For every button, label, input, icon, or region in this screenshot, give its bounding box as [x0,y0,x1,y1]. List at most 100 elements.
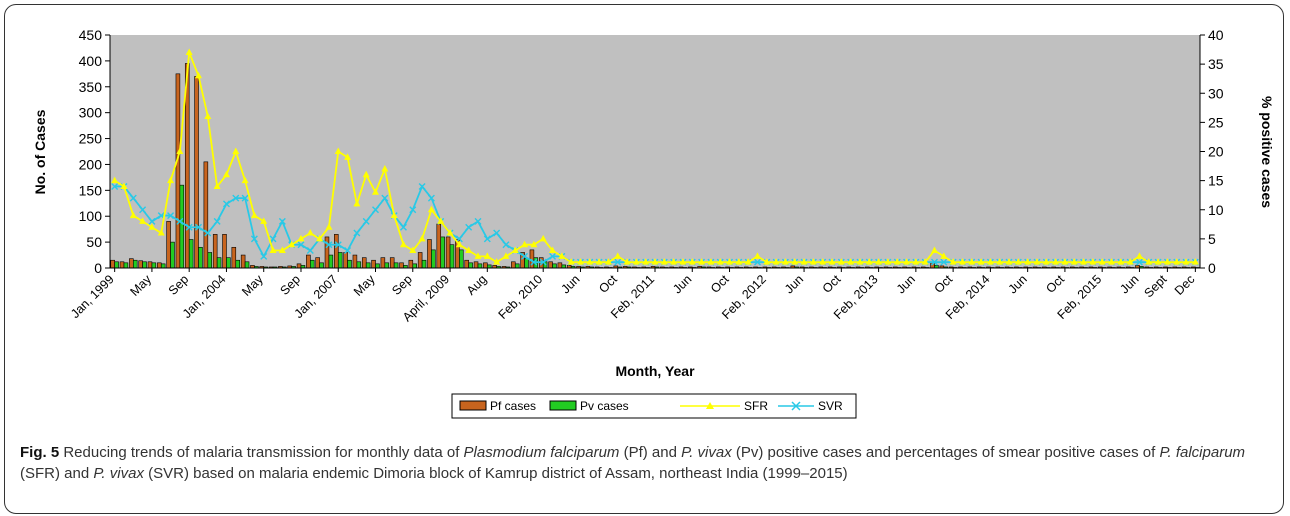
lines-layer [111,48,1199,266]
point-sfr [735,258,743,265]
y2-tick-label: 10 [1208,202,1224,218]
point-sfr [549,246,557,254]
point-svr [334,241,342,249]
point-sfr [157,229,165,236]
point-sfr [800,258,808,265]
point-svr [344,247,352,255]
bar-pv [431,249,436,269]
legend-label-pv: Pv cases [580,399,629,413]
caption-text-5: (SVR) based on malaria endemic Dimoria b… [143,465,848,482]
bar-pv [216,257,222,269]
y-tick-label: 250 [79,131,103,147]
bar-pf [352,254,358,269]
point-sfr [260,217,268,224]
x-tick-label: Jun [1117,272,1141,296]
point-svr [176,217,184,225]
point-sfr [781,258,789,265]
point-sfr [250,211,258,219]
point-sfr [325,223,333,230]
point-sfr [1191,258,1199,265]
bar-pf [110,259,115,269]
point-sfr [791,258,799,265]
bar-pf [464,259,469,269]
point-sfr [1061,258,1069,265]
point-sfr [558,252,566,259]
point-svr [269,235,277,243]
bar-pf [147,261,153,269]
point-sfr [949,258,957,265]
x-tick-label: Jun [558,272,582,296]
point-sfr [986,258,994,265]
bar-pf [119,261,125,269]
point-sfr [511,246,519,254]
point-sfr [474,252,482,259]
point-svr [399,223,407,231]
caption-text-1: Reducing trends of malaria transmission … [59,444,464,461]
point-sfr [856,258,864,265]
x-tick-label: Oct [820,272,844,296]
point-sfr [176,147,184,154]
bar-pf [511,261,516,269]
point-svr [325,241,333,249]
bar-pf [389,257,395,269]
point-sfr [921,258,929,265]
point-sfr [1070,258,1078,265]
bar-pv [151,262,157,269]
bar-pv [198,246,203,269]
point-svr [213,217,221,225]
point-sfr [679,258,687,265]
bar-pv [114,261,119,269]
point-svr [167,212,175,220]
point-svr [381,194,389,202]
point-svr [297,241,305,249]
caption-italic-3: P. falciparum [1159,444,1246,461]
point-svr [753,258,761,266]
bar-pv [188,239,194,269]
x-tick-label: Sep [389,272,415,298]
point-sfr [828,258,836,265]
point-sfr [772,258,780,265]
x-tick-label: Sep [277,272,303,298]
point-sfr [744,258,752,265]
point-sfr [726,258,734,265]
bar-pv [170,241,175,269]
point-sfr [903,258,911,265]
y2-tick-label: 35 [1208,56,1224,72]
point-svr [549,252,557,260]
bar-pf [157,262,162,269]
point-sfr [334,147,342,154]
x-tick-label: Sep [166,272,192,298]
point-sfr [1052,258,1060,265]
y2-tick-label: 25 [1208,114,1224,130]
y-tick-label: 300 [79,105,103,121]
y-tick-label: 200 [79,156,103,172]
bar-pv [347,259,352,269]
point-sfr [222,170,230,178]
point-sfr [167,176,175,184]
point-sfr [1154,258,1162,265]
point-sfr [958,258,966,265]
point-sfr [567,258,575,265]
bar-pv [412,263,417,269]
point-sfr [204,112,212,120]
point-sfr [698,258,706,265]
point-svr [493,229,501,237]
point-sfr [604,258,612,265]
point-svr [427,194,435,202]
bar-pf [445,236,451,269]
point-sfr [1024,258,1032,265]
bar-pv [524,258,529,269]
point-svr [260,252,268,260]
point-sfr [670,258,678,265]
y2-tick-label: 15 [1208,173,1224,189]
caption-italic-2: P. vivax [681,444,732,461]
point-sfr [809,258,817,265]
point-sfr [763,258,771,265]
x-tick-label: Jun [894,272,918,296]
point-sfr [306,229,314,236]
legend-label-pf: Pf cases [490,399,536,413]
x-tick-label: Oct [596,272,620,296]
bar-pv [309,259,315,269]
bar-pv [393,262,399,269]
bar-pv [337,252,343,269]
